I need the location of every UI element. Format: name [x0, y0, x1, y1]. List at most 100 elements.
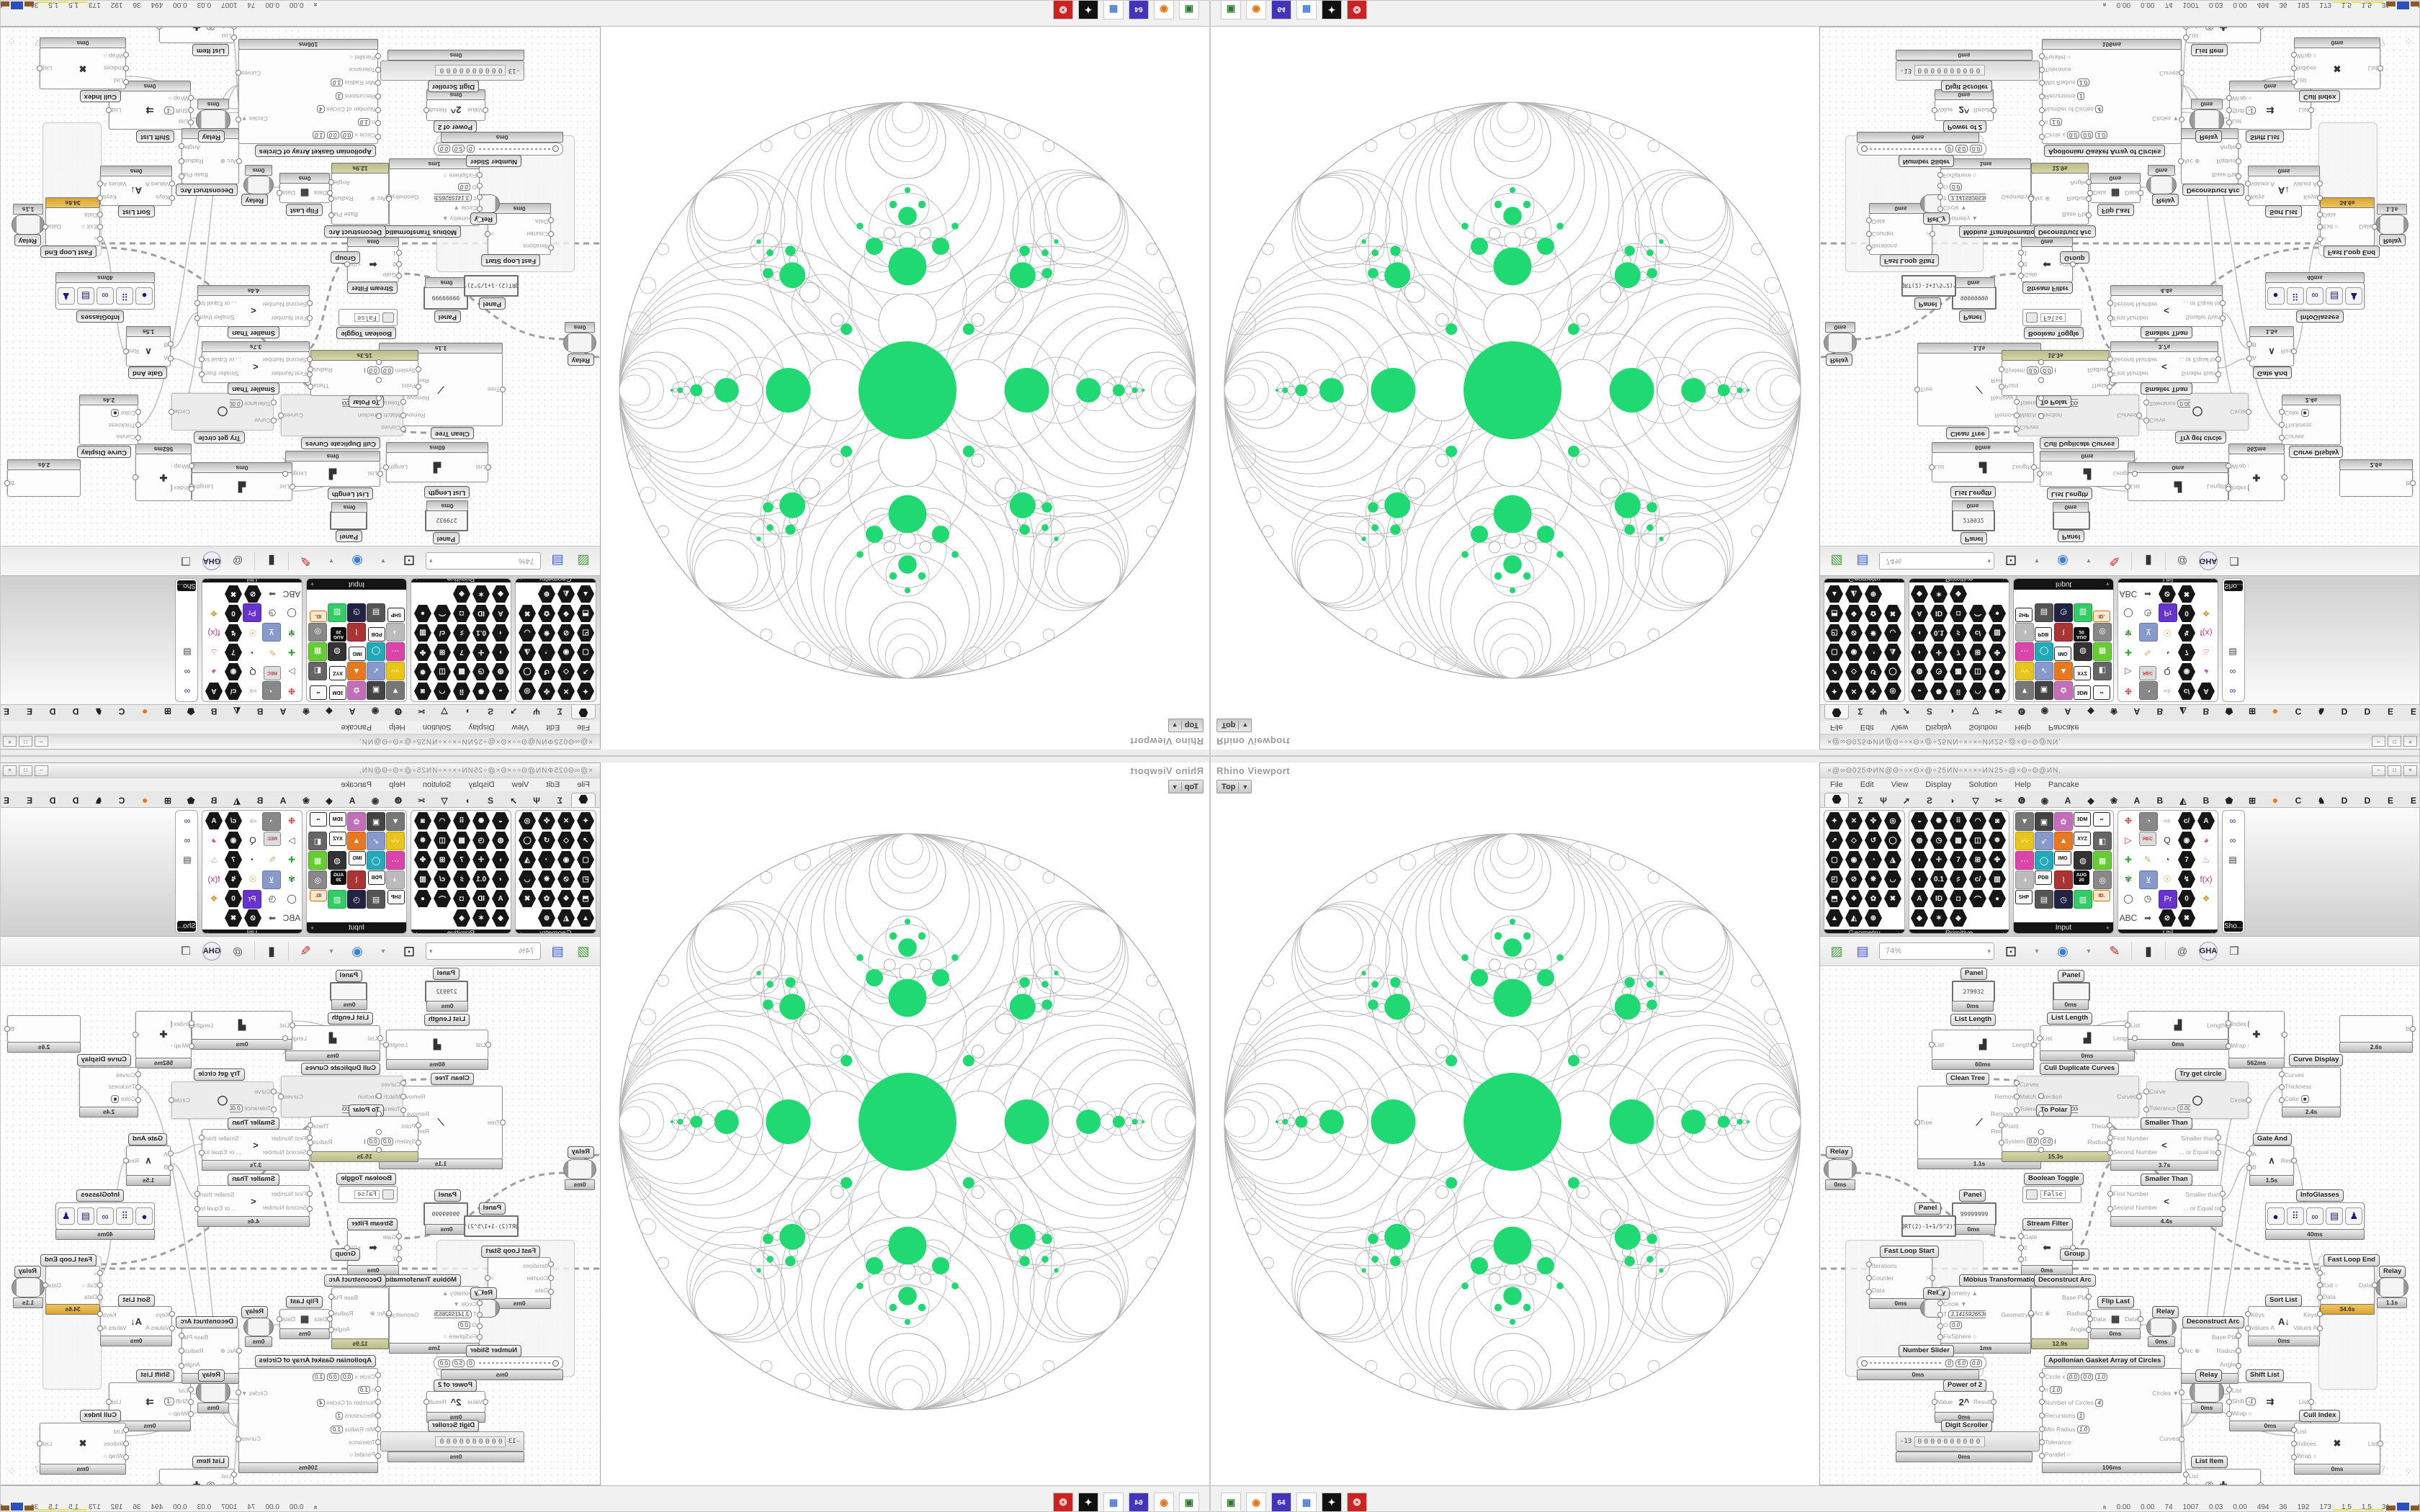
window-capture-icon[interactable]: ❐ — [181, 554, 191, 567]
input-port[interactable] — [477, 1312, 483, 1318]
input-port[interactable] — [2246, 1151, 2252, 1156]
tab-plugin-4[interactable]: B — [2156, 706, 2164, 716]
output-port[interactable] — [106, 107, 112, 113]
input-port[interactable] — [2039, 1413, 2045, 1418]
output-port[interactable] — [485, 1275, 490, 1281]
gh-node-label-deconstruct-arc[interactable]: Deconstruct Arc — [176, 1316, 238, 1328]
red-badge-icon[interactable]: ❂ — [1347, 0, 1367, 19]
component-icon[interactable]: A — [205, 812, 223, 829]
menu-item-view[interactable]: View — [511, 723, 529, 732]
input-port[interactable] — [377, 471, 383, 477]
gh-node-label-fast-loop-start[interactable]: Fast Loop Start — [1880, 254, 1939, 266]
component-icon[interactable]: ◉ — [557, 644, 575, 661]
gh-node-label-cull-index[interactable]: Cull Index — [79, 1410, 121, 1422]
component-icon[interactable]: ◒ — [1911, 812, 1928, 829]
input-port[interactable] — [2028, 196, 2034, 202]
gh-node-label-m-bius-transformation[interactable]: Möbius Transformation — [1959, 1274, 2044, 1287]
component-icon[interactable]: IMG — [2054, 647, 2071, 661]
tab-plugin-7[interactable]: ⬟ — [2225, 706, 2233, 716]
component-icon[interactable]: c/ — [2178, 683, 2195, 700]
gh-component[interactable]: List Shift -1 Wrap ○ ⇉ List — [109, 1382, 191, 1421]
component-icon[interactable]: ◇ — [1845, 663, 1863, 680]
menu-item-help[interactable]: Help — [2015, 780, 2031, 789]
value-chip[interactable]: 1.0 — [330, 78, 344, 87]
component-icon[interactable]: 7 — [453, 644, 470, 661]
input-port[interactable] — [2279, 409, 2285, 415]
gh-node-label-fast-loop-start[interactable]: Fast Loop Start — [481, 254, 540, 266]
gh-node-label-relay[interactable]: Relay — [1923, 212, 1950, 225]
viewport-tab-top[interactable]: Top ▼ — [1216, 780, 1252, 793]
gh-node-label-boolean-toggle[interactable]: Boolean Toggle — [336, 1173, 396, 1185]
slider-grip-icon[interactable] — [1861, 145, 1868, 153]
gh-component[interactable]: List ▟ Length — [285, 1025, 380, 1051]
component-icon[interactable]: ∞ — [2229, 686, 2236, 696]
output-port[interactable] — [169, 1097, 174, 1103]
component-icon[interactable]: ● — [1989, 890, 2006, 907]
infoglasses-button-icon[interactable]: ∞ — [97, 287, 115, 305]
gh-component[interactable]: Value 2^ Result — [426, 1391, 485, 1413]
output-port[interactable] — [2215, 372, 2221, 378]
output-port[interactable] — [2308, 1399, 2314, 1405]
input-port[interactable] — [2014, 426, 2020, 432]
input-port[interactable] — [2018, 261, 2024, 267]
gh-node-label-stream-filter[interactable]: Stream Filter — [2022, 282, 2074, 294]
component-icon[interactable]: ◇ — [1845, 832, 1863, 849]
palette-group-label[interactable]: Util + — [2118, 930, 2218, 933]
palette-group-label[interactable]: Util + — [2118, 578, 2218, 582]
input-port[interactable] — [1937, 1289, 1943, 1295]
digit-scroller[interactable]: -13 0000000000 — [1896, 60, 2040, 81]
output-port[interactable] — [199, 1134, 205, 1140]
component-icon[interactable]: ⌒ — [1969, 605, 1986, 622]
component-icon[interactable]: ◔ — [250, 855, 256, 865]
component-icon[interactable]: REC — [264, 832, 281, 846]
output-port[interactable] — [2138, 1316, 2143, 1322]
output-port[interactable] — [383, 1042, 389, 1048]
relay-capsule[interactable] — [2146, 176, 2177, 194]
output-port[interactable] — [2220, 315, 2226, 322]
component-icon[interactable]: ▩ — [1950, 663, 1967, 680]
gh-node-label-clean-tree[interactable]: Clean Tree — [430, 1073, 474, 1085]
component-icon[interactable]: REC — [2139, 666, 2156, 680]
palette-group-label[interactable]: Sho... — [176, 921, 196, 932]
input-port[interactable] — [396, 250, 402, 256]
slider-value-chip[interactable]: 0.0 — [1969, 1359, 1982, 1367]
output-port[interactable] — [2372, 224, 2378, 230]
component-icon[interactable]: ⋯ — [386, 642, 405, 661]
infoglasses-button-icon[interactable]: ▤ — [76, 1207, 94, 1225]
component-icon[interactable]: 0.1 — [1930, 870, 1948, 888]
tab-plugin-14[interactable]: E — [27, 796, 33, 806]
component-icon[interactable]: ◯ — [1884, 663, 1901, 680]
gh-node-label-list-length[interactable]: List Length — [424, 1014, 470, 1026]
tab-plugin-5[interactable]: ◭ — [2179, 796, 2187, 806]
output-port[interactable] — [2308, 107, 2314, 113]
component-icon[interactable]: 3DM — [2074, 685, 2091, 700]
component-icon[interactable]: ◧ — [308, 832, 327, 850]
component-icon[interactable]: ◡ — [1884, 624, 1901, 642]
input-port[interactable] — [231, 1472, 237, 1478]
gh-node-label-list-length[interactable]: List Length — [2047, 487, 2093, 500]
input-port[interactable] — [97, 236, 103, 243]
tab-plugin-7[interactable]: ⬟ — [2225, 796, 2233, 806]
gh-component[interactable]: AB∧Result — [126, 1146, 171, 1176]
component-icon[interactable]: 0 — [225, 605, 242, 622]
input-port[interactable] — [400, 426, 406, 432]
component-icon[interactable]: ◎ — [519, 812, 536, 829]
gh-node-label-try-get-circle[interactable]: Try get circle — [2175, 431, 2226, 444]
gh-node-label-curve-display[interactable]: Curve Display — [76, 1054, 131, 1066]
gh-node-label-cull-duplicate-curves[interactable]: Cull Duplicate Curves — [300, 1063, 380, 1075]
component-icon[interactable]: PDB — [368, 870, 385, 885]
component-icon[interactable]: ▲ — [577, 585, 594, 603]
tab-plugin-8[interactable]: ⊞ — [163, 706, 172, 716]
component-icon[interactable]: ◆ — [492, 585, 509, 603]
component-icon[interactable]: ▼ — [386, 681, 405, 700]
component-icon[interactable]: ✿ — [347, 681, 366, 700]
component-icon[interactable]: ◘ — [453, 890, 470, 907]
component-icon[interactable]: ◧ — [308, 662, 327, 680]
gh-node-label-panel[interactable]: Panel — [1959, 310, 1986, 323]
menu-item-view[interactable]: View — [1891, 780, 1909, 789]
tab-plugin-6[interactable]: B — [2202, 706, 2210, 716]
gh-panel[interactable]: 279932 — [425, 510, 468, 531]
output-port[interactable] — [133, 1032, 138, 1038]
number-slider[interactable]: 0 5.0 0.0 — [1857, 143, 1986, 156]
